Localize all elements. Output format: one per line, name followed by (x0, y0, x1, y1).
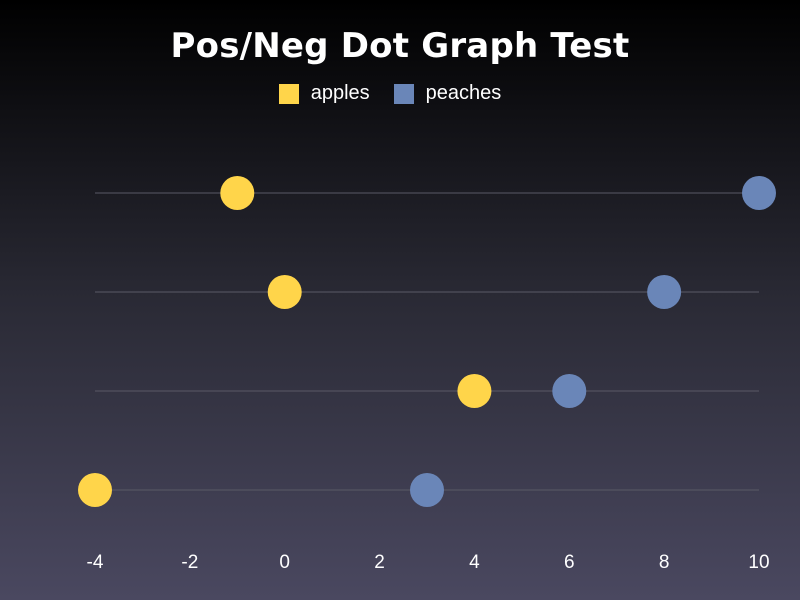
legend-swatch-apples (278, 83, 299, 104)
data-point-apples[interactable] (220, 176, 255, 210)
grid-lines (95, 192, 759, 491)
x-tick-label: -4 (87, 552, 104, 573)
data-point-peaches[interactable] (742, 176, 776, 210)
data-point-peaches[interactable] (552, 374, 587, 408)
data-point-peaches[interactable] (647, 275, 682, 309)
chart-title: Pos/Neg Dot Graph Test (170, 26, 630, 66)
x-tick-label: 4 (469, 552, 480, 573)
legend-label-apples: apples (310, 82, 370, 104)
data-point-apples[interactable] (78, 473, 112, 507)
legend-swatch-peaches (393, 83, 414, 104)
x-tick-label: 10 (748, 552, 769, 573)
x-tick-label: 0 (279, 552, 290, 573)
legend-item-apples[interactable]: apples (278, 82, 370, 105)
data-point-apples[interactable] (267, 275, 302, 309)
x-axis-ticks: -4 -2 0 2 4 6 8 10 (87, 552, 770, 573)
data-point-peaches[interactable] (410, 473, 444, 507)
legend: apples peaches (0, 82, 790, 105)
legend-label-peaches: peaches (425, 82, 502, 104)
x-tick-label: 6 (564, 552, 575, 573)
x-tick-label: -2 (181, 552, 198, 573)
data-point-apples[interactable] (457, 374, 492, 408)
legend-item-peaches[interactable]: peaches (393, 82, 502, 105)
x-tick-label: 8 (659, 552, 670, 573)
data-points (78, 176, 776, 507)
x-tick-label: 2 (374, 552, 385, 573)
